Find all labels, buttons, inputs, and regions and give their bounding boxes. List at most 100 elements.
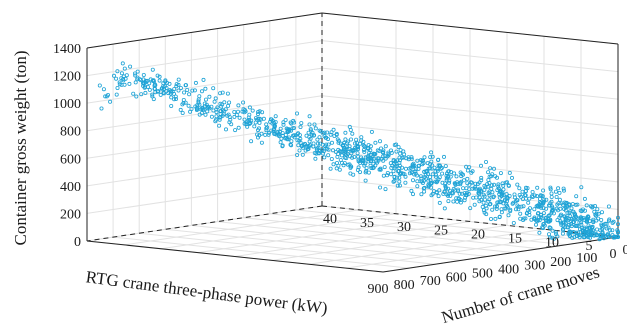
- data-point: [334, 166, 339, 171]
- data-point: [482, 194, 487, 199]
- data-point: [517, 186, 522, 191]
- data-point: [171, 91, 176, 96]
- data-point: [590, 205, 595, 210]
- data-point: [361, 147, 366, 152]
- data-point: [176, 88, 181, 93]
- data-point: [201, 77, 206, 82]
- data-point: [372, 156, 377, 161]
- data-point: [437, 200, 442, 205]
- y-tick-label: 40: [323, 212, 337, 227]
- data-point: [501, 183, 506, 188]
- data-point: [348, 137, 353, 142]
- data-point: [514, 207, 519, 212]
- z-tick-label: 600: [60, 152, 81, 167]
- data-point: [383, 154, 388, 159]
- data-point: [134, 94, 139, 99]
- data-point: [350, 131, 355, 136]
- data-point: [283, 118, 288, 123]
- data-point: [272, 127, 277, 132]
- data-point: [485, 184, 490, 189]
- data-point: [544, 218, 549, 223]
- data-point: [435, 179, 440, 184]
- data-point: [411, 161, 416, 166]
- data-point: [440, 180, 445, 185]
- data-point: [394, 175, 399, 180]
- z-tick-label: 200: [60, 207, 81, 222]
- y-tick-label: 15: [508, 231, 522, 246]
- data-point: [286, 137, 291, 142]
- data-point: [509, 175, 514, 180]
- data-point: [294, 111, 299, 116]
- data-point: [549, 191, 554, 196]
- y-tick-label: 35: [360, 216, 374, 231]
- data-point: [361, 139, 366, 144]
- data-point: [518, 216, 523, 221]
- data-point: [236, 125, 241, 130]
- data-point: [255, 112, 260, 117]
- data-point: [440, 171, 445, 176]
- data-point: [227, 100, 232, 105]
- data-point: [428, 185, 433, 190]
- data-point: [196, 99, 201, 104]
- data-point: [547, 203, 552, 208]
- data-point: [428, 155, 433, 160]
- data-point: [143, 90, 148, 95]
- data-point: [397, 155, 402, 160]
- data-point: [421, 178, 426, 183]
- data-point: [203, 97, 208, 102]
- data-point: [469, 170, 474, 175]
- data-point: [451, 199, 456, 204]
- data-point: [413, 167, 418, 172]
- data-point: [366, 170, 371, 175]
- data-point: [442, 189, 447, 194]
- data-point: [498, 171, 503, 176]
- data-point: [436, 194, 441, 199]
- data-point: [236, 103, 241, 108]
- data-point: [280, 144, 285, 149]
- x-tick-label: 500: [472, 266, 493, 281]
- data-point: [610, 220, 615, 225]
- data-point: [429, 150, 434, 155]
- data-point: [257, 116, 262, 121]
- data-point: [128, 64, 133, 69]
- data-point: [424, 176, 429, 181]
- data-point: [537, 218, 542, 223]
- data-point: [397, 158, 402, 163]
- data-point: [569, 222, 574, 227]
- data-point: [235, 109, 240, 114]
- data-point: [242, 117, 247, 122]
- data-point: [124, 73, 129, 78]
- data-point: [467, 182, 472, 187]
- data-point: [377, 139, 382, 144]
- y-tick-label: 25: [434, 224, 448, 239]
- data-point: [378, 185, 383, 190]
- data-point: [459, 174, 464, 179]
- data-point: [415, 158, 420, 163]
- data-point: [380, 154, 385, 159]
- data-point: [263, 132, 268, 137]
- data-point: [427, 175, 432, 180]
- data-point: [391, 158, 396, 163]
- data-point: [458, 200, 463, 205]
- data-point: [487, 181, 492, 186]
- data-point: [225, 91, 230, 96]
- data-point: [108, 99, 113, 104]
- data-point: [197, 94, 202, 99]
- data-point: [492, 204, 497, 209]
- data-point: [331, 127, 336, 132]
- data-point: [161, 87, 166, 92]
- data-point: [199, 89, 204, 94]
- x-tick-label: 700: [420, 274, 441, 289]
- data-point: [211, 108, 216, 113]
- data-point: [406, 155, 411, 160]
- data-point: [259, 140, 264, 145]
- data-point: [506, 183, 511, 188]
- data-point: [172, 97, 177, 102]
- data-point: [488, 216, 493, 221]
- data-point: [383, 187, 388, 192]
- data-point: [363, 161, 368, 166]
- data-point: [552, 236, 557, 241]
- y-tick-label: 0: [623, 243, 627, 258]
- data-point: [190, 88, 195, 93]
- data-point: [394, 149, 399, 154]
